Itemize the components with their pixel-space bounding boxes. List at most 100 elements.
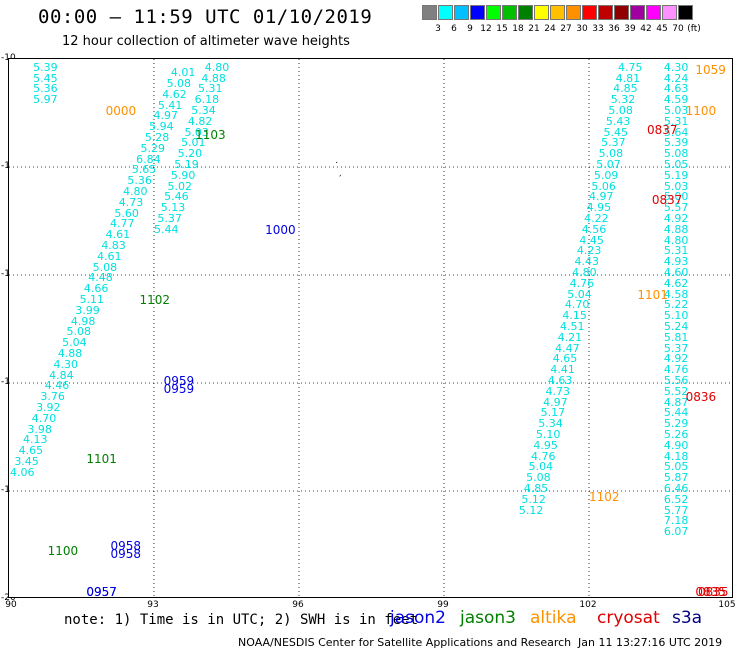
swh-value-cryosat: 5.45 bbox=[603, 125, 629, 139]
legend-jason3: jason3 bbox=[460, 608, 516, 628]
swh-value-cryosat: 4.95 bbox=[586, 201, 612, 215]
color-scale-label: 3 bbox=[435, 24, 441, 34]
swh-value-s3a: 5.64 bbox=[663, 125, 689, 139]
swh-value-jason3: 5.08 bbox=[66, 325, 92, 339]
swh-value-s3a: 5.03 bbox=[663, 103, 689, 117]
color-scale-label: 42 bbox=[640, 24, 652, 34]
swh-value-s3a: 4.93 bbox=[663, 255, 689, 269]
swh-value-jason3: 3.98 bbox=[27, 422, 52, 436]
swh-value-cryosat: 5.08 bbox=[526, 471, 551, 485]
x-tick-label: 90 bbox=[5, 600, 17, 610]
pass-time-label-jason2: 0957 bbox=[86, 585, 117, 598]
swh-value-cryosat: 4.73 bbox=[545, 384, 571, 398]
color-scale-label: 15 bbox=[496, 24, 508, 34]
swh-value-jason2: 6.18 bbox=[194, 93, 220, 107]
legend-cryosat: cryosat bbox=[597, 608, 660, 628]
swh-value-jason3: 4.13 bbox=[23, 433, 48, 447]
swh-value-s3a: 4.63 bbox=[663, 82, 689, 96]
footer-note: note: 1) Time is in UTC; 2) SWH is in fe… bbox=[64, 612, 419, 628]
page-subtitle: 12 hour collection of altimeter wave hei… bbox=[62, 34, 350, 49]
color-scale-swatch bbox=[502, 5, 517, 20]
swh-value-jason3: 3.45 bbox=[14, 454, 39, 468]
swh-value-s3a: 4.58 bbox=[663, 287, 689, 301]
swh-value-s3a: 4.92 bbox=[663, 211, 689, 225]
swh-value-jason2: 5.13 bbox=[160, 201, 186, 215]
legend-jason2: jason2 bbox=[390, 608, 446, 628]
swh-value-s3a: 4.87 bbox=[663, 395, 689, 409]
swh-value-cryosat: 4.21 bbox=[557, 330, 583, 344]
swh-value-jason3: 5.94 bbox=[149, 120, 174, 134]
swh-value-jason3: 4.01 bbox=[170, 66, 196, 80]
color-scale-label: 39 bbox=[624, 24, 636, 34]
swh-value-cryosat: 4.22 bbox=[584, 211, 609, 225]
swh-value-s3a: 4.88 bbox=[663, 222, 689, 236]
swh-value-s3a: 5.37 bbox=[663, 341, 689, 355]
pass-time-label-cryosat: 0837 bbox=[647, 122, 678, 137]
color-scale-label: 30 bbox=[576, 24, 588, 34]
color-scale-label: 27 bbox=[560, 24, 572, 34]
pass-time-label-jason3: 1103 bbox=[195, 128, 226, 143]
color-scale-swatch bbox=[598, 5, 613, 20]
footer-credit: NOAA/NESDIS Center for Satellite Applica… bbox=[238, 636, 572, 649]
color-scale-swatch bbox=[422, 5, 437, 20]
swh-value-cryosat: 4.70 bbox=[564, 298, 590, 312]
swh-value-cryosat: 5.04 bbox=[567, 287, 592, 301]
swh-value-s3a: 6.46 bbox=[663, 481, 689, 495]
swh-value-jason2: 5.37 bbox=[157, 211, 182, 225]
pass-time-label-cryosat: 0835 bbox=[698, 585, 729, 598]
swh-value-s3a: 7.18 bbox=[663, 514, 689, 528]
swh-value-cryosat: 4.80 bbox=[572, 265, 597, 279]
pass-time-label-jason2: 0957 bbox=[86, 585, 117, 598]
swh-value-cryosat: 5.37 bbox=[601, 136, 626, 150]
swh-value-s3a: 5.29 bbox=[663, 417, 689, 431]
swh-value-jason2: 5.90 bbox=[170, 168, 196, 182]
color-scale-swatch bbox=[662, 5, 677, 20]
swh-value-jason2: 5.34 bbox=[191, 103, 216, 117]
swh-value-s3a: 5.05 bbox=[663, 460, 689, 474]
swh-value-altika: 5.36 bbox=[33, 82, 58, 96]
swh-value-cryosat: 5.43 bbox=[605, 114, 631, 128]
swh-value-jason2: 5.03 bbox=[184, 125, 209, 139]
swh-value-jason3: 5.08 bbox=[166, 76, 192, 90]
swh-value-cryosat: 5.12 bbox=[521, 492, 546, 506]
swh-value-cryosat: 4.63 bbox=[547, 373, 573, 387]
swh-value-cryosat: 5.32 bbox=[610, 93, 636, 107]
swh-value-cryosat: 4.95 bbox=[533, 438, 558, 452]
swh-value-jason3: 5.04 bbox=[62, 336, 87, 350]
swh-value-jason2: 4.88 bbox=[201, 71, 226, 85]
color-scale-swatch bbox=[486, 5, 501, 20]
pass-time-label-jason2: 0959 bbox=[163, 382, 195, 396]
swh-value-cryosat: 4.97 bbox=[589, 190, 614, 204]
grid-lines bbox=[9, 59, 732, 597]
swh-value-jason3: 4.73 bbox=[118, 195, 144, 209]
swh-value-cryosat: 5.06 bbox=[591, 179, 616, 193]
swh-value-s3a: 6.07 bbox=[663, 525, 689, 539]
pass-time-label-altika: 1101 bbox=[637, 287, 668, 302]
swh-value-cryosat: 4.45 bbox=[579, 233, 604, 247]
pass-time-label-altika: 1059 bbox=[695, 63, 726, 78]
pass-time-label-cryosat: 0835 bbox=[695, 584, 726, 598]
swh-value-cryosat: 4.76 bbox=[531, 449, 556, 463]
swh-value-jason3: 5.08 bbox=[92, 260, 118, 274]
pass-time-label-altika: 1100 bbox=[685, 103, 717, 118]
swh-value-s3a: 5.19 bbox=[663, 168, 689, 182]
swh-value-s3a: 5.03 bbox=[663, 179, 689, 193]
swh-value-jason2: 5.01 bbox=[181, 136, 206, 150]
color-scale-swatch bbox=[566, 5, 581, 20]
swh-value-s3a: 5.57 bbox=[663, 201, 689, 215]
color-scale-labels: 3 6 9 12 15 18 21 24 27 30 33 36 39 42 45 70 (ft) bbox=[422, 24, 740, 38]
swh-value-jason3: 3.99 bbox=[75, 303, 100, 317]
swh-value-jason3: 4.83 bbox=[101, 238, 126, 252]
legend-altika: altika bbox=[530, 608, 577, 628]
color-scale-label: 6 bbox=[451, 24, 457, 34]
swh-value-jason3: 4.61 bbox=[96, 249, 122, 263]
island-marker: . bbox=[335, 156, 339, 167]
swh-value-jason3: 4.77 bbox=[110, 217, 135, 231]
swh-value-s3a: 5.24 bbox=[663, 319, 689, 333]
x-tick-label: 96 bbox=[292, 600, 304, 610]
color-scale-label: 9 bbox=[467, 24, 473, 34]
color-scale-swatch bbox=[678, 5, 693, 20]
color-scale-label: 33 bbox=[592, 24, 604, 34]
swh-value-jason3: 4.84 bbox=[49, 368, 74, 382]
swh-value-s3a: 4.62 bbox=[663, 276, 689, 290]
